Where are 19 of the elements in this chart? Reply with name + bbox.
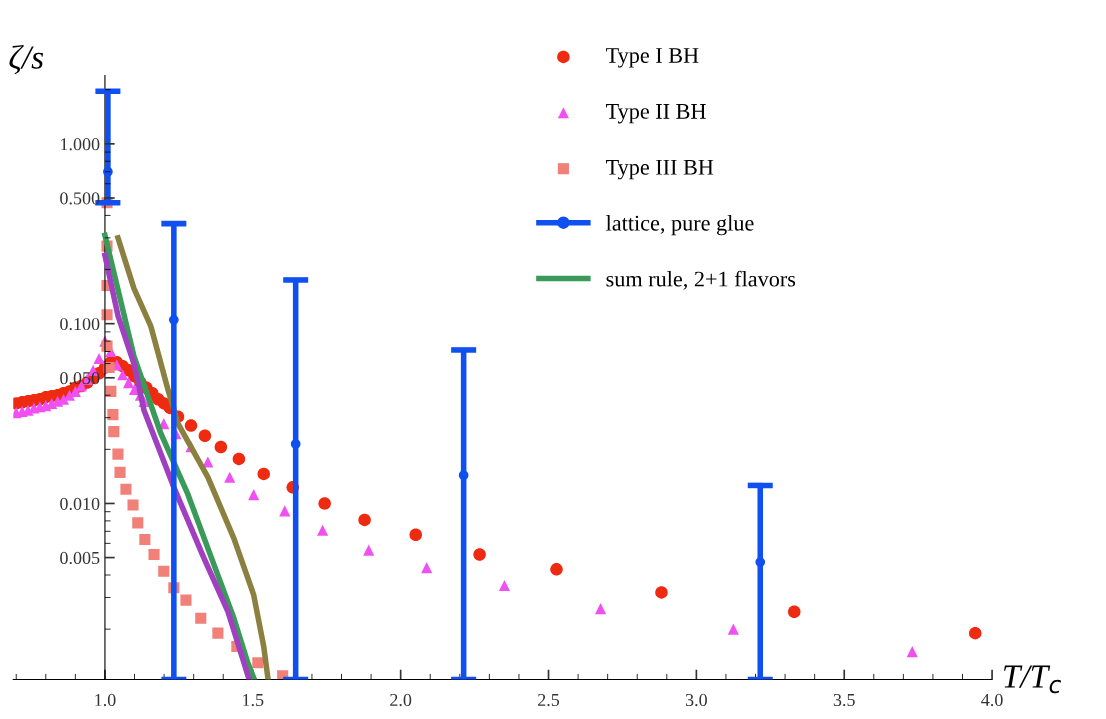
x-tick-label: 1.0 [95,693,116,707]
y-tick-label: 0.005 [60,551,100,565]
legend-label: Type III BH [606,159,714,180]
x-axis-title: T/T$_{c}$ [1004,665,1062,694]
x-tick-label: 1.5 [243,693,264,707]
x-tick-label: 3.0 [685,693,707,707]
legend-label: Type II BH [606,104,706,124]
y-tick-label: 0.010 [60,497,100,510]
y-tick-label: 0.500 [60,192,100,205]
y-tick-label: 0.100 [60,317,100,331]
x-tick-label: 2.0 [390,693,412,707]
legend-label: lattice, pure glue [606,215,754,236]
x-tick-label: 2.5 [538,693,560,707]
x-tick-label: 3.5 [833,693,855,707]
x-tick-label: 4.0 [981,693,1003,707]
legend-label: sum rule, 2+1 flavors [606,270,796,290]
legend-label: Type I BH [606,48,699,68]
y-tick-label: 1.000 [61,138,100,151]
y-axis-title: ζ/s [9,45,44,75]
